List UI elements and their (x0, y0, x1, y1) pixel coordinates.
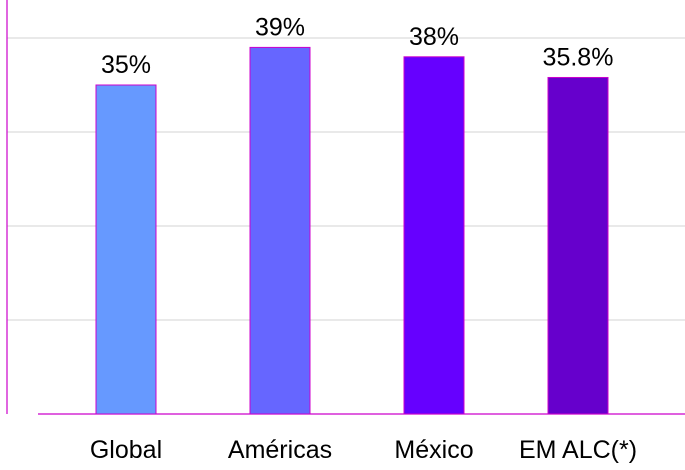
x-tick-label-3: EM ALC(*) (519, 436, 637, 464)
x-tick-label-2: México (394, 436, 473, 464)
bar-3 (547, 76, 609, 415)
x-tick-labels: Global Américas México EM ALC(*) (90, 436, 637, 464)
data-label-0: 35% (101, 51, 151, 79)
x-tick-label-1: Américas (228, 436, 332, 464)
bar-1 (249, 46, 311, 415)
bars (95, 46, 609, 415)
bar-2 (403, 56, 465, 415)
x-tick-label-0: Global (90, 436, 162, 464)
data-label-3: 35.8% (543, 43, 614, 71)
bar-0 (95, 84, 157, 415)
data-label-2: 38% (409, 23, 459, 51)
data-label-1: 39% (255, 13, 305, 41)
data-labels: 35% 39% 38% 35.8% (101, 13, 613, 79)
